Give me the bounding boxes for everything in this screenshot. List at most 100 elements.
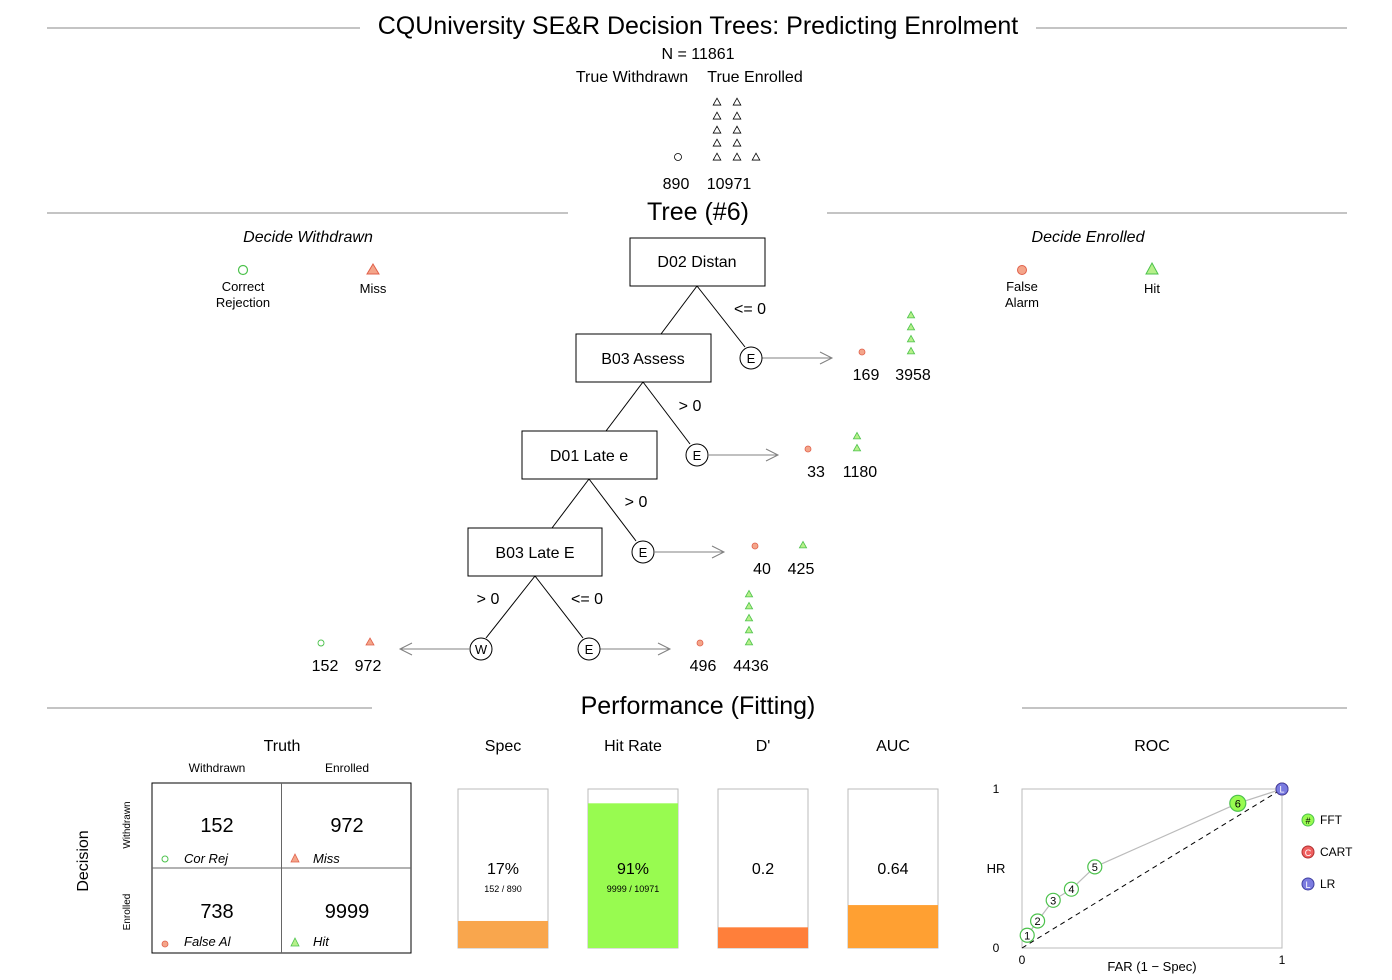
- cell-hit-label: Hit: [313, 934, 330, 949]
- main-title: CQUniversity SE&R Decision Trees: Predic…: [378, 12, 1019, 40]
- hit-triangle-icon: [906, 346, 916, 355]
- enrolled-triangle-icon: [712, 152, 722, 161]
- bar-auc-value: 0.64: [877, 861, 908, 878]
- tree-node-4: B03 Late E: [467, 527, 603, 577]
- hit-triangle-icon: [744, 589, 754, 598]
- roc-legend-fft-icon: [1301, 813, 1315, 827]
- enrolled-triangle-icon: [712, 111, 722, 120]
- cell-hit-value: 9999: [325, 901, 370, 923]
- cell-fa-label: False Al: [184, 934, 232, 949]
- roc-legend-lr-label: LR: [1320, 877, 1336, 891]
- roc-legend-fft-symbol: #: [1305, 816, 1310, 826]
- exit-circles: [469, 346, 763, 661]
- performance-bars: Spec 17% 152 / 890 Hit Rate 91% 9999 / 1…: [457, 738, 939, 949]
- node-2-label: B03 Assess: [601, 351, 685, 368]
- node-4-continue-condition: > 0: [477, 591, 500, 608]
- exit-4-fa-icon: [696, 639, 704, 647]
- exit-w-letter: W: [475, 642, 488, 657]
- cell-cr-icon: [161, 855, 169, 863]
- exit-4-letter: E: [585, 642, 594, 657]
- col-withdrawn-label: Withdrawn: [189, 761, 246, 775]
- n-label: N = 11861: [661, 46, 734, 63]
- roc-legend-cart-label: CART: [1320, 845, 1353, 859]
- hit-triangle-icon: [744, 625, 754, 634]
- exit-2-fa-icon: [804, 445, 812, 453]
- exit-w-cr-count: 152: [312, 658, 339, 675]
- exit-4-hit-count: 4436: [733, 658, 769, 675]
- roc-points: 123456CL: [1019, 782, 1289, 943]
- bar-hit-rate: Hit Rate 91% 9999 / 10971: [587, 738, 679, 949]
- exit-1-hit-icons: [906, 310, 916, 355]
- exit-1-hit-count: 3958: [895, 367, 931, 384]
- enrolled-triangle-icon: [732, 111, 742, 120]
- enrolled-triangle-icons: [712, 97, 761, 161]
- node-2-exit-condition: > 0: [679, 398, 702, 415]
- exit-2-hit-count: 1180: [843, 464, 878, 481]
- exit-3-fa-count: 40: [753, 561, 771, 578]
- enrolled-triangle-icon: [732, 97, 742, 106]
- hit-triangle-icon: [798, 540, 808, 549]
- enrolled-triangle-icon: [712, 125, 722, 134]
- legend-miss-label: Miss: [360, 281, 387, 296]
- exit-3-hit-count: 425: [788, 561, 815, 578]
- legend-cr-line2: Rejection: [216, 295, 270, 310]
- hit-triangle-icon: [744, 601, 754, 610]
- roc-lr-point-label: L: [1279, 785, 1284, 795]
- roc-fft-point-label: 5: [1092, 862, 1098, 874]
- bar-spec: Spec 17% 152 / 890: [457, 738, 549, 949]
- bar-auc: AUC 0.64: [847, 738, 939, 949]
- enrolled-triangle-icon: [751, 152, 761, 161]
- enrolled-triangle-icon: [732, 138, 742, 147]
- roc-legend: # FFT C CART L LR: [1301, 813, 1353, 891]
- exit-w-cr-icon: [317, 639, 325, 647]
- legend-fa-line2: Alarm: [1005, 295, 1039, 310]
- confusion-matrix: [151, 782, 412, 954]
- exit-outcome-icons: [317, 310, 916, 647]
- title-bg: [360, 8, 1036, 42]
- enrolled-count: 10971: [707, 176, 752, 193]
- exit-arrows: [398, 351, 834, 656]
- col-enrolled-label: Enrolled: [325, 761, 369, 775]
- node-1-exit-condition: <= 0: [734, 301, 766, 318]
- roc-legend-cart-symbol: C: [1305, 848, 1312, 858]
- exit-w-miss-count: 972: [355, 658, 382, 675]
- cell-cr-value: 152: [200, 815, 233, 837]
- legend-fa-line1: False: [1006, 279, 1038, 294]
- decide-enrolled-heading: Decide Enrolled: [1032, 229, 1146, 246]
- roc-fft-point: [1087, 859, 1103, 875]
- roc-fft-point: [1045, 892, 1061, 908]
- roc-ylabel: HR: [987, 861, 1006, 876]
- exit-3-letter: E: [639, 545, 648, 560]
- exit-4-hit-icons: [744, 589, 754, 646]
- true-enrolled-label: True Enrolled: [707, 69, 802, 86]
- cell-miss-label: Miss: [313, 851, 340, 866]
- node-3-label: D01 Late e: [550, 448, 628, 465]
- roc-y-tick-0: 0: [993, 941, 1000, 955]
- tree-edges: [485, 285, 746, 639]
- exit-2-hit-icons: [852, 431, 862, 452]
- exit-2-fa-count: 33: [807, 464, 825, 481]
- false-alarm-icon: [1017, 265, 1027, 275]
- bar-spec-sub: 152 / 890: [484, 884, 522, 894]
- row-enrolled-label: Enrolled: [122, 894, 133, 931]
- decision-label: Decision: [75, 830, 92, 891]
- decide-withdrawn-heading: Decide Withdrawn: [243, 229, 373, 246]
- bar-dprime-frame: [717, 788, 809, 949]
- exit-4-fa-count: 496: [690, 658, 717, 675]
- bar-auc-title: AUC: [876, 738, 910, 755]
- exit-2-letter: E: [693, 448, 702, 463]
- node-4-exit-condition: <= 0: [571, 591, 603, 608]
- cell-fa-icon: [161, 940, 169, 948]
- bar-dprime: D' 0.2: [717, 738, 809, 949]
- exit-3-hit-icons: [798, 540, 808, 549]
- cell-hit-icon: [290, 937, 300, 947]
- withdrawn-circle-icon: [674, 153, 682, 161]
- hit-triangle-icon: [744, 613, 754, 622]
- bar-spec-title: Spec: [485, 738, 521, 755]
- roc-x-tick-1: 1: [1279, 953, 1286, 967]
- enrolled-triangle-icon: [712, 138, 722, 147]
- tree-node-1: D02 Distan: [629, 237, 766, 287]
- bar-dprime-fill: [718, 927, 808, 948]
- roc-fft-point: [1019, 927, 1035, 943]
- node-3-exit-condition: > 0: [625, 494, 648, 511]
